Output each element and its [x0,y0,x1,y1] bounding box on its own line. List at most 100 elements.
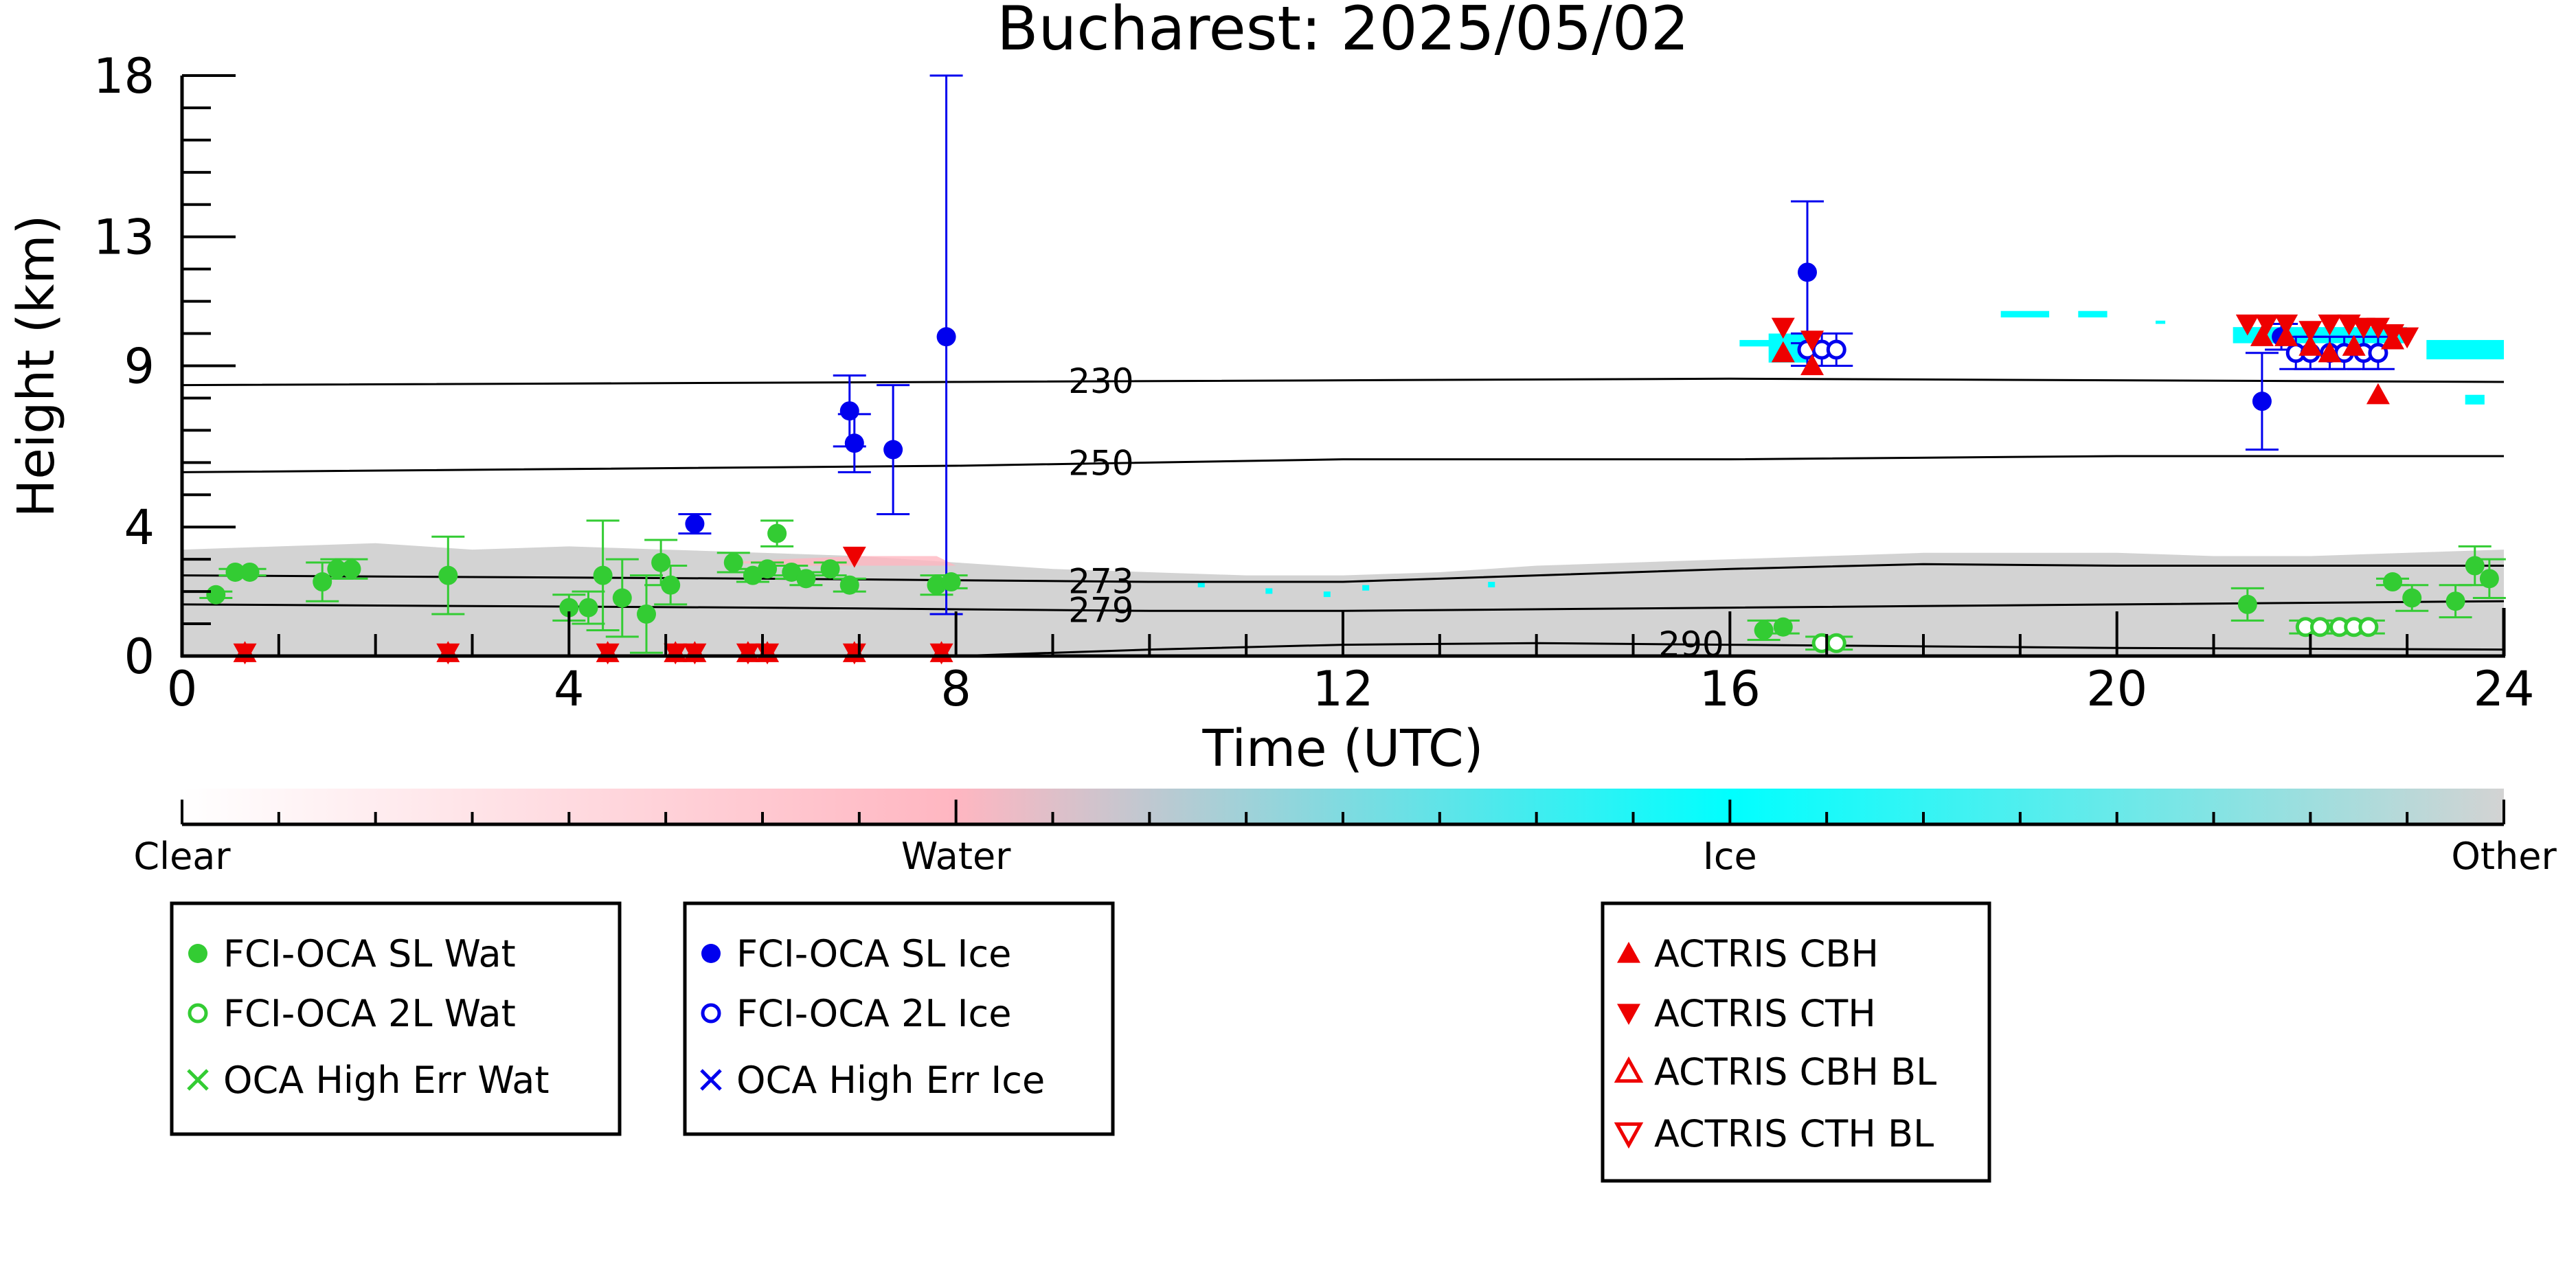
fci-oca-sl-wat-point [612,588,632,608]
chart-title: Bucharest: 2025/05/02 [997,0,1689,64]
fci-oca-sl-wat-point [593,565,613,585]
fci-oca-sl-wat-point [2402,588,2422,608]
actris-cbh-point [2366,383,2390,405]
legend-marker [187,1069,209,1091]
fci-oca-sl-wat-point [941,572,961,592]
actris-cth-point [1771,317,1795,339]
actris-cth-point [2366,317,2390,339]
fci-oca-sl-ice-point [1798,262,1817,282]
legend-marker [701,1003,721,1024]
fci-oca-2l-wat-point [2309,617,2330,637]
legend-marker [188,944,207,963]
ice-layer-region [2465,394,2485,405]
x-tick-label: 4 [554,661,585,717]
contour-label: 279 [1068,591,1133,631]
fci-oca-sl-wat-point [1754,620,1774,640]
legend-marker [1617,1004,1640,1025]
ice-layer-region [2078,310,2108,318]
fci-oca-sl-ice-point [2252,392,2272,411]
colorbar-label: Other [2451,835,2557,878]
y-axis-label: Height (km) [7,215,66,518]
legend-box [170,901,622,1136]
y-tick-label: 18 [93,48,155,104]
legend-label: FCI-OCA 2L Wat [223,992,516,1035]
fci-oca-sl-wat-point [327,559,347,579]
actris-cth-point [842,546,866,568]
actris-cth-point [2318,314,2342,336]
fci-oca-sl-wat-point [341,559,361,579]
ice-layer-region [1488,582,1495,588]
actris-cth-point [233,643,257,665]
legend-label: FCI-OCA 2L Ice [736,992,1011,1035]
fci-oca-sl-wat-point [758,559,778,579]
legend-label: ACTRIS CBH [1654,932,1879,975]
fci-oca-sl-ice-point [685,514,705,534]
actris-cth-point [2395,327,2419,349]
legend-marker [700,1069,722,1091]
fci-oca-sl-ice-point [839,401,859,421]
fci-oca-sl-wat-point [661,575,681,595]
legend-label: ACTRIS CBH BL [1654,1050,1936,1094]
fci-oca-sl-wat-point [839,575,859,595]
legend-marker [1617,942,1640,963]
legend-label: FCI-OCA SL Ice [736,932,1011,975]
actris-cbh-point [2318,341,2342,363]
actris-cth-point [2274,314,2298,336]
legend-label: OCA High Err Ice [736,1059,1045,1102]
actris-cbh-point [2342,335,2366,356]
fci-oca-sl-wat-point [723,552,743,572]
actris-cth-point [2298,321,2323,342]
y-tick-label: 9 [124,339,155,395]
fci-oca-sl-wat-point [767,523,787,543]
fci-oca-sl-wat-point [637,604,656,624]
fci-oca-2l-wat-point [1826,633,1846,653]
x-tick-label: 20 [2086,661,2147,717]
contour-label: 290 [1658,624,1724,664]
fci-oca-sl-wat-point [651,552,671,572]
y-tick-label: 4 [124,499,155,556]
x-tick-label: 0 [167,661,198,717]
ice-layer-region [1197,582,1205,588]
x-tick-label: 16 [1699,661,1761,717]
actris-cth-point [596,643,620,665]
fci-oca-sl-wat-point [782,562,802,582]
fci-oca-sl-wat-point [927,575,947,595]
fci-oca-sl-wat-point [2237,594,2257,614]
x-tick-label: 12 [1312,661,1373,717]
legend-marker [701,944,721,963]
legend-label: OCA High Err Wat [223,1059,550,1102]
contour-line [181,563,2504,583]
data-markers [206,262,2499,665]
y-tick-label: 13 [93,210,155,266]
legend-marker [1614,1122,1644,1149]
contour-line [181,455,2504,473]
actris-cbh-point [2250,325,2274,346]
ice-layer-region [2000,310,2050,318]
actris-cth-point [2235,314,2259,336]
fci-oca-sl-wat-point [2383,572,2403,592]
legend-label: ACTRIS CTH BL [1654,1112,1934,1155]
actris-cth-point [929,643,953,665]
legend-box [683,901,1115,1136]
y-tick-label: 0 [124,629,155,685]
fci-oca-sl-wat-point [240,562,260,582]
x-tick-label: 8 [940,661,971,717]
actris-cbh-point [1771,341,1795,363]
ice-layer-region [1362,585,1370,591]
fci-oca-sl-wat-point [313,572,332,592]
contour-label: 250 [1068,444,1133,484]
contour-line [181,600,2505,612]
x-axis-label: Time (UTC) [1201,719,1483,778]
ice-layer-region [1739,339,1778,347]
fci-oca-sl-wat-point [743,565,762,585]
legend: FCI-OCA SL Wat FCI-OCA 2L Wat OCA High Err… [170,901,1991,1183]
fci-oca-2l-wat-point [2358,617,2379,637]
legend-marker [188,1003,208,1024]
fci-oca-sl-ice-point [844,433,864,453]
fci-oca-sl-wat-point [796,569,816,589]
fci-oca-sl-wat-point [820,559,840,579]
contour-label: 230 [1068,361,1133,401]
actris-cth-point [436,643,460,665]
